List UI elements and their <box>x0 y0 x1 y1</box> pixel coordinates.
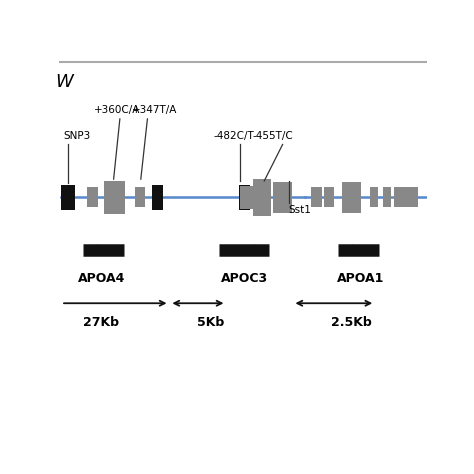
Text: 27Kb: 27Kb <box>83 316 119 329</box>
Text: 5Kb: 5Kb <box>197 316 224 329</box>
Bar <box>87 187 98 208</box>
Bar <box>104 181 125 214</box>
Bar <box>253 179 271 216</box>
Text: Sst1: Sst1 <box>289 205 312 215</box>
Text: +360C/A: +360C/A <box>94 105 140 115</box>
Text: APOA4: APOA4 <box>78 272 125 285</box>
Bar <box>240 185 253 209</box>
Bar <box>394 187 419 208</box>
Text: W: W <box>55 73 73 91</box>
Text: -455T/C: -455T/C <box>252 131 293 141</box>
Bar <box>136 187 145 208</box>
Bar <box>152 185 163 210</box>
Text: -482C/T: -482C/T <box>213 131 254 141</box>
Text: APOC3: APOC3 <box>221 272 268 285</box>
Text: SNP3: SNP3 <box>63 131 90 141</box>
Text: +347T/A: +347T/A <box>132 105 177 115</box>
Bar <box>342 182 361 213</box>
Bar <box>311 187 321 208</box>
Text: 2.5Kb: 2.5Kb <box>331 316 372 329</box>
Bar <box>383 187 392 208</box>
Bar <box>273 182 292 213</box>
Bar <box>370 187 378 208</box>
Text: APOA1: APOA1 <box>337 272 384 285</box>
Bar <box>61 185 75 210</box>
Bar <box>324 187 334 208</box>
Bar <box>238 185 249 210</box>
